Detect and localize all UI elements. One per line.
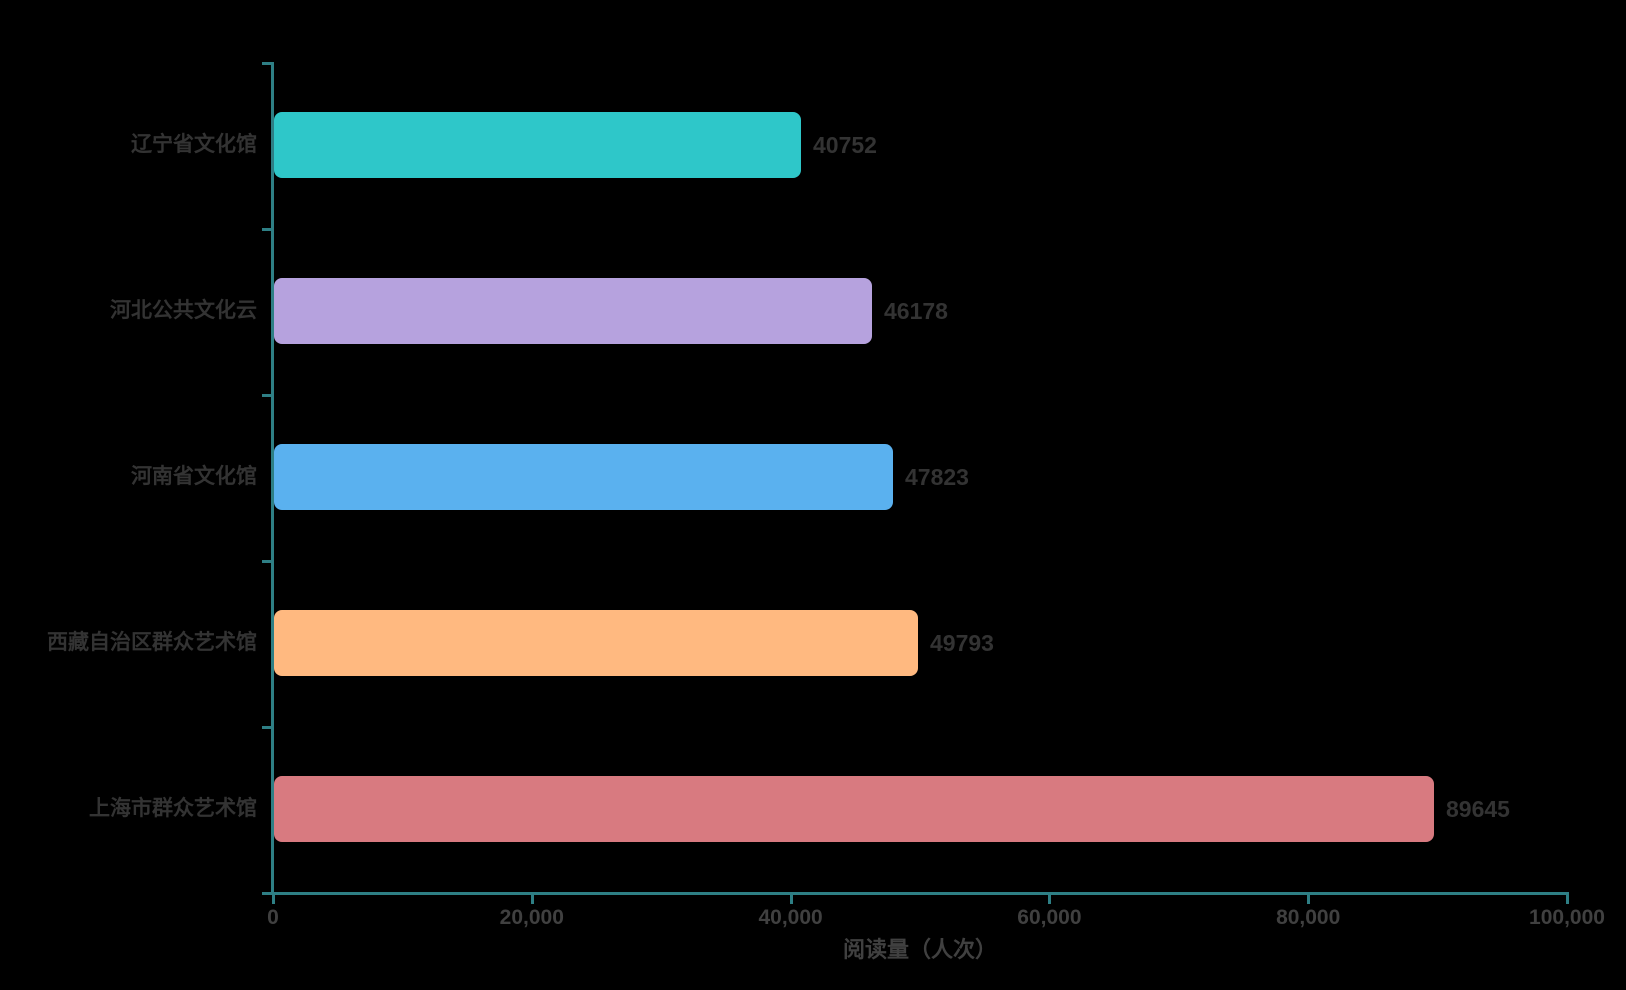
value-label: 47823 [905,464,969,490]
y-axis-tick [262,62,271,65]
x-axis-line [271,892,1569,895]
y-axis-tick [262,228,271,231]
x-axis-tick-label: 40,000 [758,906,823,929]
x-axis-tick [789,895,793,904]
bar[interactable] [274,610,918,676]
value-label: 40752 [813,132,877,158]
category-label: 河北公共文化云 [110,299,257,322]
x-axis-tick-label: 20,000 [499,906,564,929]
category-label: 上海市群众艺术馆 [89,797,257,820]
value-label: 49793 [930,630,994,656]
x-axis-tick [530,895,534,904]
y-axis-tick [262,726,271,729]
x-axis-tick [1307,895,1311,904]
x-axis-tick-label: 0 [267,906,279,929]
value-label: 46178 [884,298,948,324]
y-axis-tick [262,560,271,563]
bar[interactable] [274,444,893,510]
x-axis-tick [272,895,275,904]
y-axis-tick [262,394,271,397]
x-axis-tick [1048,895,1052,904]
value-label: 89645 [1446,796,1510,822]
category-label: 河南省文化馆 [131,465,257,488]
category-label: 辽宁省文化馆 [131,133,257,156]
bar[interactable] [274,112,801,178]
x-axis-tick-label: 60,000 [1017,906,1082,929]
bar[interactable] [274,278,872,344]
x-axis-tick-label: 80,000 [1276,906,1341,929]
x-axis-tick [1566,895,1569,904]
y-axis-tick [262,892,271,895]
y-axis-line [271,62,274,895]
x-axis-title: 阅读量（人次） [842,937,997,962]
category-label: 西藏自治区群众艺术馆 [47,631,257,654]
bar[interactable] [274,776,1434,842]
x-axis-tick-label: 100,000 [1529,906,1605,929]
